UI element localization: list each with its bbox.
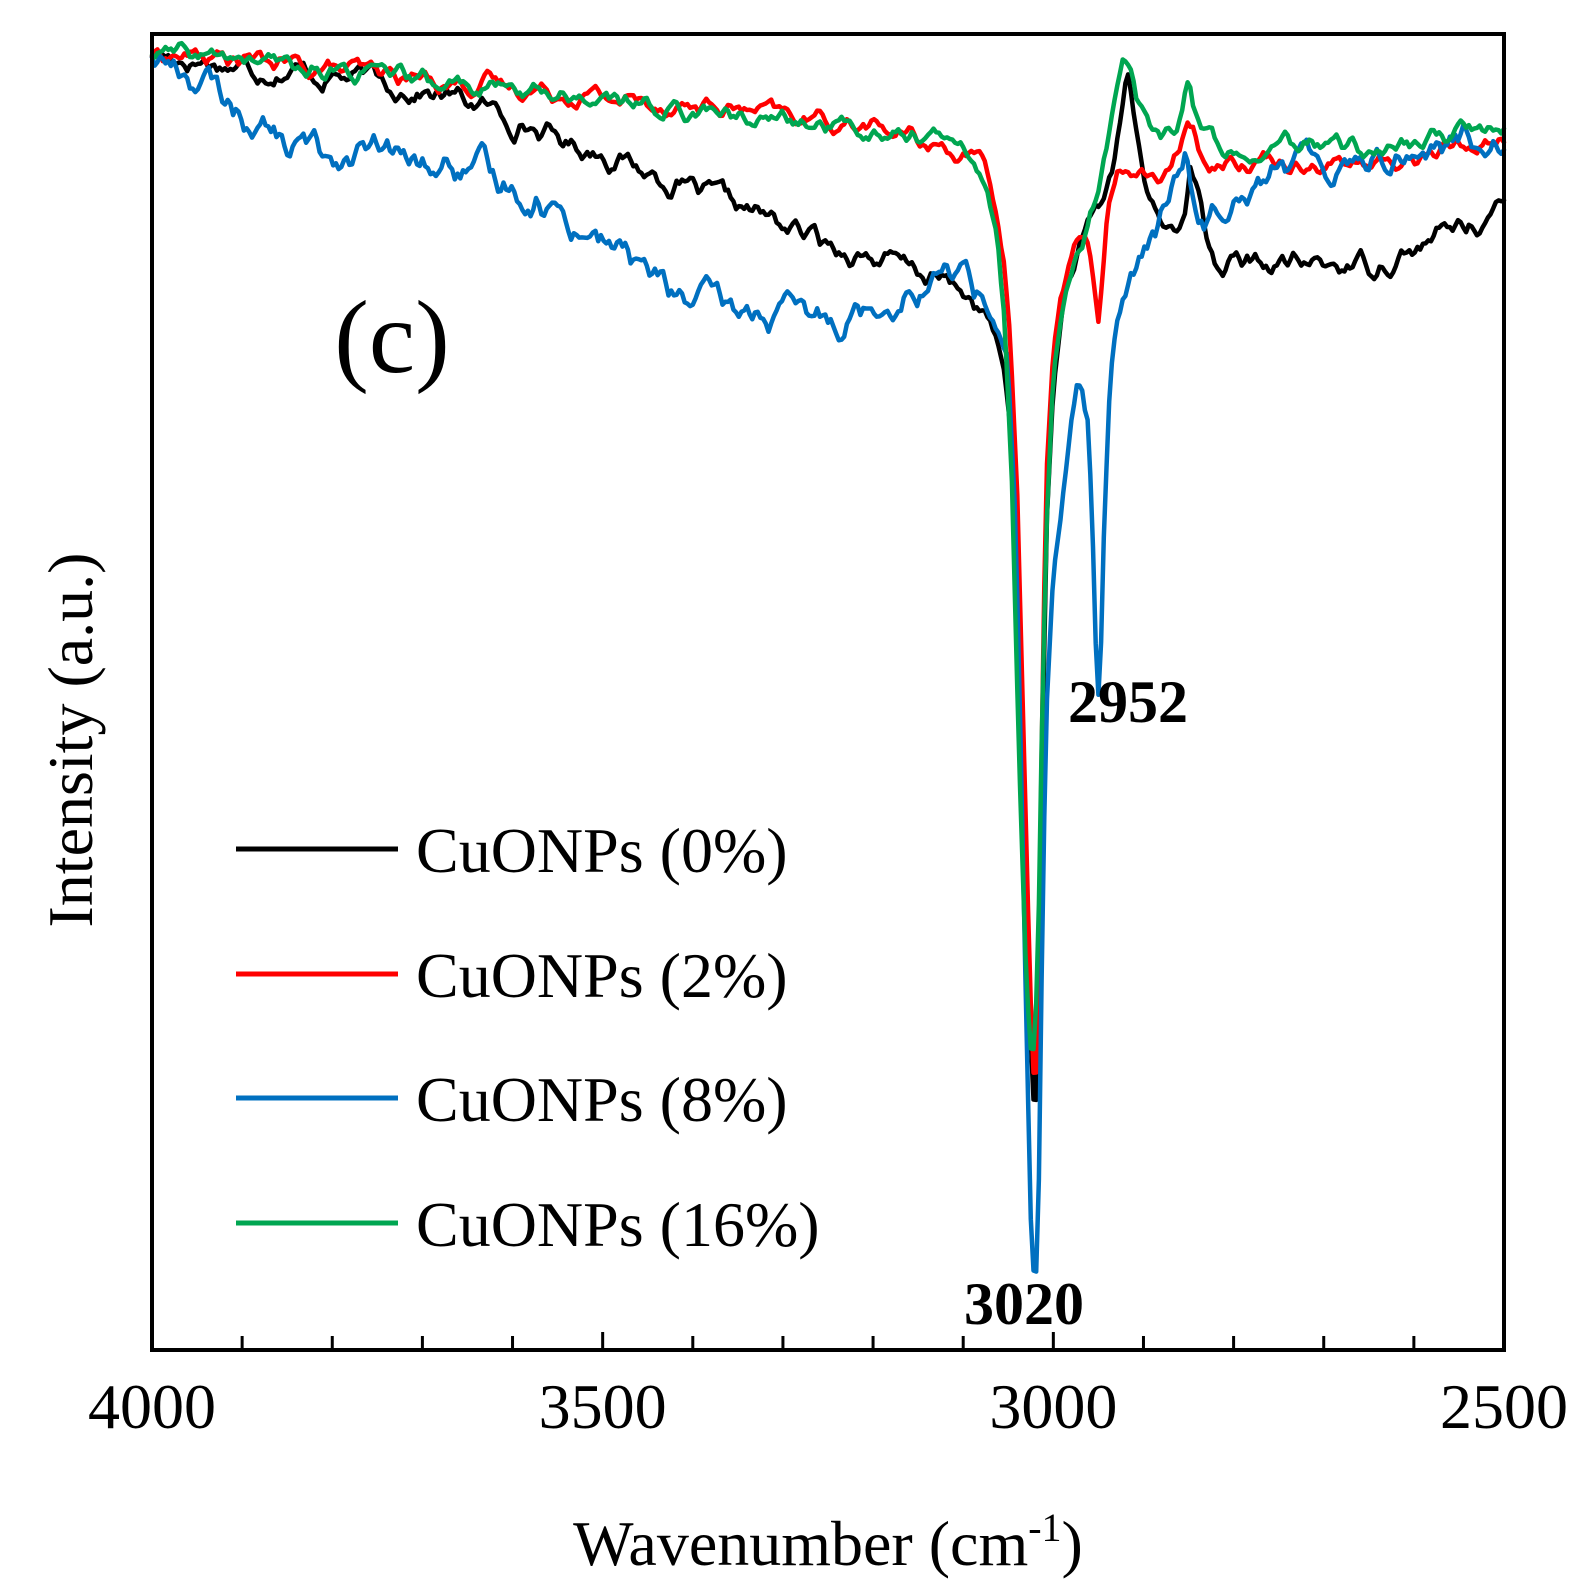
y-axis-label: Intensity (a.u.) — [35, 553, 106, 928]
annotation-2952: 2952 — [1068, 669, 1188, 735]
legend-label-0: CuONPs (0%) — [416, 815, 788, 886]
x-axis-ticks — [150, 1332, 1506, 1350]
x-axis-label-superscript: -1 — [1028, 1505, 1061, 1550]
plot-frame — [150, 32, 1506, 1352]
annotation-3020: 3020 — [964, 1271, 1084, 1337]
x-tick-label: 4000 — [88, 1371, 216, 1442]
series-layer — [149, 40, 1507, 1274]
x-tick-label: 3000 — [989, 1371, 1117, 1442]
legend: CuONPs (0%) CuONPs (2%) CuONPs (8%) CuON… — [236, 815, 820, 1260]
panel-label: (c) — [334, 280, 449, 395]
series-line-0 — [149, 51, 1507, 1103]
x-tick-label: 2500 — [1440, 1371, 1568, 1442]
x-axis-tick-labels: 4000 3500 3000 2500 — [88, 1371, 1568, 1442]
legend-label-1: CuONPs (2%) — [416, 940, 788, 1011]
series-line-1 — [149, 47, 1507, 1075]
x-tick-label: 3500 — [539, 1371, 667, 1442]
series-line-2 — [149, 53, 1507, 1274]
series-line-3 — [149, 40, 1507, 1052]
x-axis-label-end: ) — [1062, 1508, 1083, 1579]
x-axis-label: Wavenumber (cm-1) — [573, 1505, 1083, 1579]
legend-label-3: CuONPs (16%) — [416, 1189, 820, 1260]
legend-label-2: CuONPs (8%) — [416, 1064, 788, 1135]
x-axis-label-main: Wavenumber (cm — [573, 1508, 1028, 1579]
